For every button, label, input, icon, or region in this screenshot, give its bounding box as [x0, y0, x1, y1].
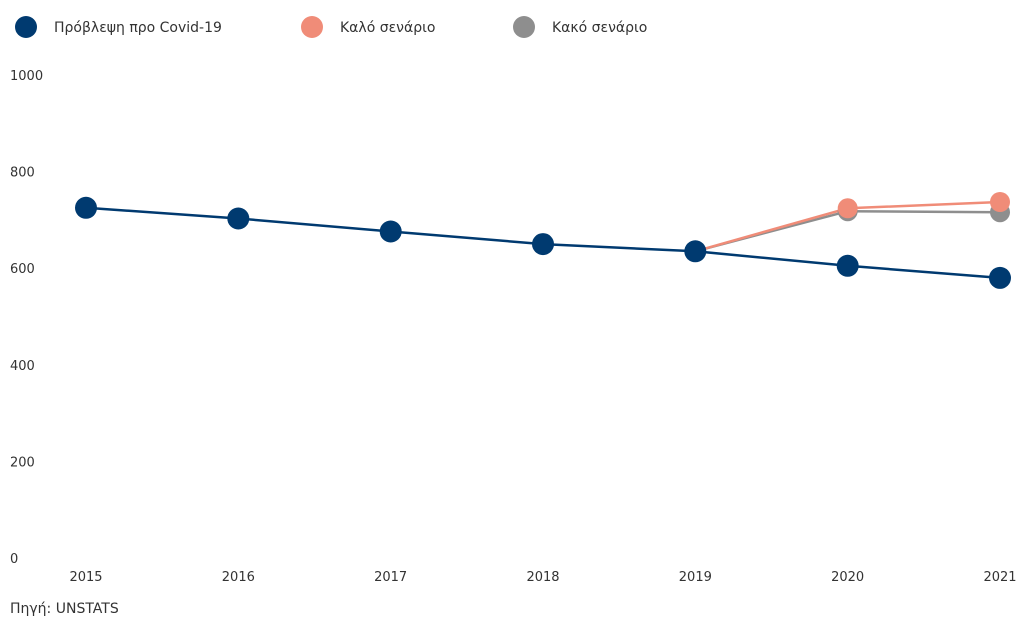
data-point-series-0-2018[interactable] [532, 233, 554, 256]
y-axis: 0 200 400 600 800 1000 [10, 69, 43, 567]
data-point-series-0-2015[interactable] [75, 196, 97, 219]
y-tick-label-600: 600 [10, 262, 35, 277]
source-label: Πηγή: UNSTATS [10, 601, 119, 617]
x-tick-label-2017: 2017 [374, 570, 407, 585]
x-tick-label-2019: 2019 [679, 570, 712, 585]
data-point-series-0-2019[interactable] [684, 240, 707, 263]
y-tick-label-1000: 1000 [10, 69, 43, 84]
x-tick-label-2020: 2020 [831, 570, 864, 585]
legend-label-1: Καλό σενάριο [340, 20, 435, 36]
x-tick-label-2021: 2021 [983, 570, 1016, 585]
legend-marker-0 [15, 16, 37, 38]
legend-label-0: Πρόβλεψη προ Covid-19 [54, 20, 222, 36]
data-point-series-0-2020[interactable] [836, 254, 859, 277]
legend-marker-2 [513, 16, 535, 38]
y-tick-label-0: 0 [10, 552, 18, 567]
x-axis: 2015 2016 2017 2018 2019 2020 2021 [69, 570, 1016, 585]
x-tick-label-2018: 2018 [526, 570, 559, 585]
data-point-series-1-2020[interactable] [837, 198, 858, 219]
data-point-series-0-2021[interactable] [989, 266, 1011, 289]
data-point-series-1-2021[interactable] [990, 192, 1010, 212]
legend-label-2: Κακό σενάριο [552, 20, 647, 36]
data-point-series-0-2016[interactable] [227, 207, 250, 230]
legend-marker-1 [301, 16, 323, 38]
y-tick-label-200: 200 [10, 455, 35, 470]
y-tick-label-800: 800 [10, 166, 35, 181]
legend: Πρόβλεψη προ Covid-19 Καλό σενάριο Κακό σε… [15, 16, 647, 38]
y-tick-label-400: 400 [10, 359, 35, 374]
series-points [75, 192, 1011, 289]
x-tick-label-2016: 2016 [222, 570, 255, 585]
data-point-series-0-2017[interactable] [379, 220, 402, 243]
x-tick-label-2015: 2015 [69, 570, 102, 585]
